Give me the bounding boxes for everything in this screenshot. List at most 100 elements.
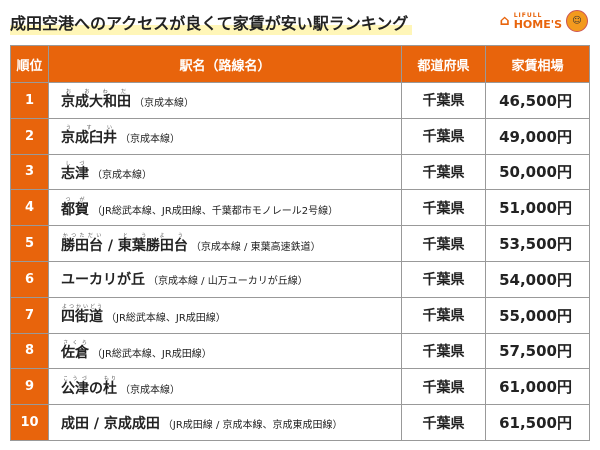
station-cell: 志津しづ（京成本線） xyxy=(48,153,402,191)
furigana: つが xyxy=(61,196,89,203)
rank-cell: 10 xyxy=(10,404,49,441)
prefecture-cell: 千葉県 xyxy=(401,153,486,191)
station-name: 東葉勝田台とうよう xyxy=(117,233,188,254)
table-row: 2 京成臼井うすい（京成本線） 千葉県 49,000円 xyxy=(10,117,590,155)
station-name-text: 四街道 xyxy=(61,309,103,326)
station-name: 都賀つが xyxy=(61,197,89,218)
furigana: よつかいどう xyxy=(61,304,103,311)
rent-cell: 50,000円 xyxy=(485,153,590,191)
rent-cell: 61,500円 xyxy=(485,404,590,441)
logo-small: LIFULL xyxy=(513,11,543,19)
rank-cell: 8 xyxy=(10,332,49,370)
rent-cell: 57,500円 xyxy=(485,332,590,370)
station-name: 佐倉さくら xyxy=(61,340,89,361)
ranking-table: 順位 駅名（路線名） 都道府県 家賃相場 1 京成大和田おおわだ（京成本線） 千葉県… xyxy=(10,45,590,441)
furigana: こうづ xyxy=(61,375,89,382)
prefecture-cell: 千葉県 xyxy=(401,117,486,155)
station-cell: 京成大和田おおわだ（京成本線） xyxy=(48,82,402,119)
station-name-text: 東葉勝田台 xyxy=(117,237,188,254)
line-name: （京成本線 / 東葉高速鉄道） xyxy=(190,241,321,253)
rank-cell: 7 xyxy=(10,296,49,334)
station-name: / xyxy=(103,237,118,254)
station-name: 四街道よつかいどう xyxy=(61,304,103,326)
logo-big: HOME'S xyxy=(513,17,562,31)
station-name: 勝田台かつただい xyxy=(61,233,103,254)
header-rank: 順位 xyxy=(10,45,49,83)
line-name: （JR成田線 / 京成本線、京成東成田線） xyxy=(162,419,343,431)
line-name: （京成本線） xyxy=(120,134,180,146)
rank-cell: 3 xyxy=(10,153,49,191)
line-name: （京成本線） xyxy=(92,169,152,181)
table-row: 3 志津しづ（京成本線） 千葉県 50,000円 xyxy=(10,153,590,191)
table-row: 10 成田 / 京成成田 （JR成田線 / 京成本線、京成東成田線） 千葉県 61,50… xyxy=(10,404,590,441)
furigana: うすい xyxy=(61,125,117,132)
rank-cell: 6 xyxy=(10,260,49,298)
station-cell: 成田 / 京成成田 （JR成田線 / 京成本線、京成東成田線） xyxy=(48,404,402,441)
line-name: （JR総武本線、JR成田線） xyxy=(106,313,226,325)
table-row: 1 京成大和田おおわだ（京成本線） 千葉県 46,500円 xyxy=(10,82,590,119)
line-name: （京成本線） xyxy=(120,384,180,396)
rank-cell: 5 xyxy=(10,225,49,262)
prefecture-cell: 千葉県 xyxy=(401,368,486,406)
station-name: / xyxy=(89,415,104,432)
line-name: （京成本線） xyxy=(134,98,194,110)
station-name: 志津しづ xyxy=(61,161,89,182)
station-name: 京成成田 xyxy=(103,415,160,432)
station-cell: 都賀つが（JR総武本線、JR成田線、千葉都市モノレール2号線） xyxy=(48,189,402,227)
line-name: （京成本線 / 山万ユーカリが丘線） xyxy=(148,276,308,288)
station-name-text: 佐倉 xyxy=(61,344,89,361)
table-row: 4 都賀つが（JR総武本線、JR成田線、千葉都市モノレール2号線） 千葉県 51,00… xyxy=(10,189,590,227)
rent-cell: 54,000円 xyxy=(485,260,590,298)
station-cell: 公津こうづの杜もり（京成本線） xyxy=(48,368,402,406)
prefecture-cell: 千葉県 xyxy=(401,296,486,334)
lifull-homes-logo: ⌂ LIFULL HOME'S ☺ xyxy=(500,10,588,32)
table-row: 6 ユーカリが丘 （京成本線 / 山万ユーカリが丘線） 千葉県 54,000円 xyxy=(10,260,590,298)
rank-cell: 1 xyxy=(10,82,49,119)
station-cell: 佐倉さくら（JR総武本線、JR成田線） xyxy=(48,332,402,370)
header-prefecture: 都道府県 xyxy=(401,45,486,83)
prefecture-cell: 千葉県 xyxy=(401,82,486,119)
station-name: 公津こうづ xyxy=(61,376,89,397)
prefecture-cell: 千葉県 xyxy=(401,225,486,262)
station-cell: 勝田台かつただい / 東葉勝田台とうよう（京成本線 / 東葉高速鉄道） xyxy=(48,225,402,262)
station-cell: 京成臼井うすい（京成本線） xyxy=(48,117,402,155)
rent-cell: 51,000円 xyxy=(485,189,590,227)
rent-cell: 53,500円 xyxy=(485,225,590,262)
station-name-text: 勝田台 xyxy=(61,237,103,254)
page-title: 成田空港へのアクセスが良くて家賃が安い駅ランキング xyxy=(10,10,413,35)
table-row: 5 勝田台かつただい / 東葉勝田台とうよう（京成本線 / 東葉高速鉄道） 千葉県 5… xyxy=(10,225,590,262)
station-name-text: 杜 xyxy=(103,380,117,397)
rent-cell: 49,000円 xyxy=(485,117,590,155)
table-row: 9 公津こうづの杜もり（京成本線） 千葉県 61,000円 xyxy=(10,368,590,406)
station-name-text: 京成臼井 xyxy=(61,130,117,147)
prefecture-cell: 千葉県 xyxy=(401,260,486,298)
rank-cell: 2 xyxy=(10,117,49,155)
station-name: 京成臼井うすい xyxy=(61,125,117,147)
mascot-icon: ☺ xyxy=(566,10,588,32)
station-name-text: 志津 xyxy=(61,165,89,182)
furigana: もり xyxy=(103,375,117,382)
house-icon: ⌂ xyxy=(499,13,510,29)
line-name: （JR総武本線、JR成田線） xyxy=(92,348,212,360)
line-name: （JR総武本線、JR成田線、千葉都市モノレール2号線） xyxy=(92,205,339,217)
station-name-text: 公津 xyxy=(61,380,89,397)
rent-cell: 46,500円 xyxy=(485,82,590,119)
rank-cell: 9 xyxy=(10,368,49,406)
station-name: 京成大和田おおわだ xyxy=(61,89,131,110)
table-row: 8 佐倉さくら（JR総武本線、JR成田線） 千葉県 57,500円 xyxy=(10,332,590,370)
rank-cell: 4 xyxy=(10,189,49,227)
table-row: 7 四街道よつかいどう（JR総武本線、JR成田線） 千葉県 55,000円 xyxy=(10,296,590,334)
furigana: おおわだ xyxy=(61,89,131,96)
furigana: さくら xyxy=(61,339,89,346)
furigana: かつただい xyxy=(61,232,103,239)
rent-cell: 55,000円 xyxy=(485,296,590,334)
header-station: 駅名（路線名） xyxy=(48,45,402,83)
furigana: しづ xyxy=(61,160,89,167)
furigana: とうよう xyxy=(117,232,188,239)
station-name-text: 都賀 xyxy=(61,201,89,218)
rent-cell: 61,000円 xyxy=(485,368,590,406)
prefecture-cell: 千葉県 xyxy=(401,332,486,370)
prefecture-cell: 千葉県 xyxy=(401,404,486,441)
prefecture-cell: 千葉県 xyxy=(401,189,486,227)
header-rent: 家賃相場 xyxy=(485,45,590,83)
